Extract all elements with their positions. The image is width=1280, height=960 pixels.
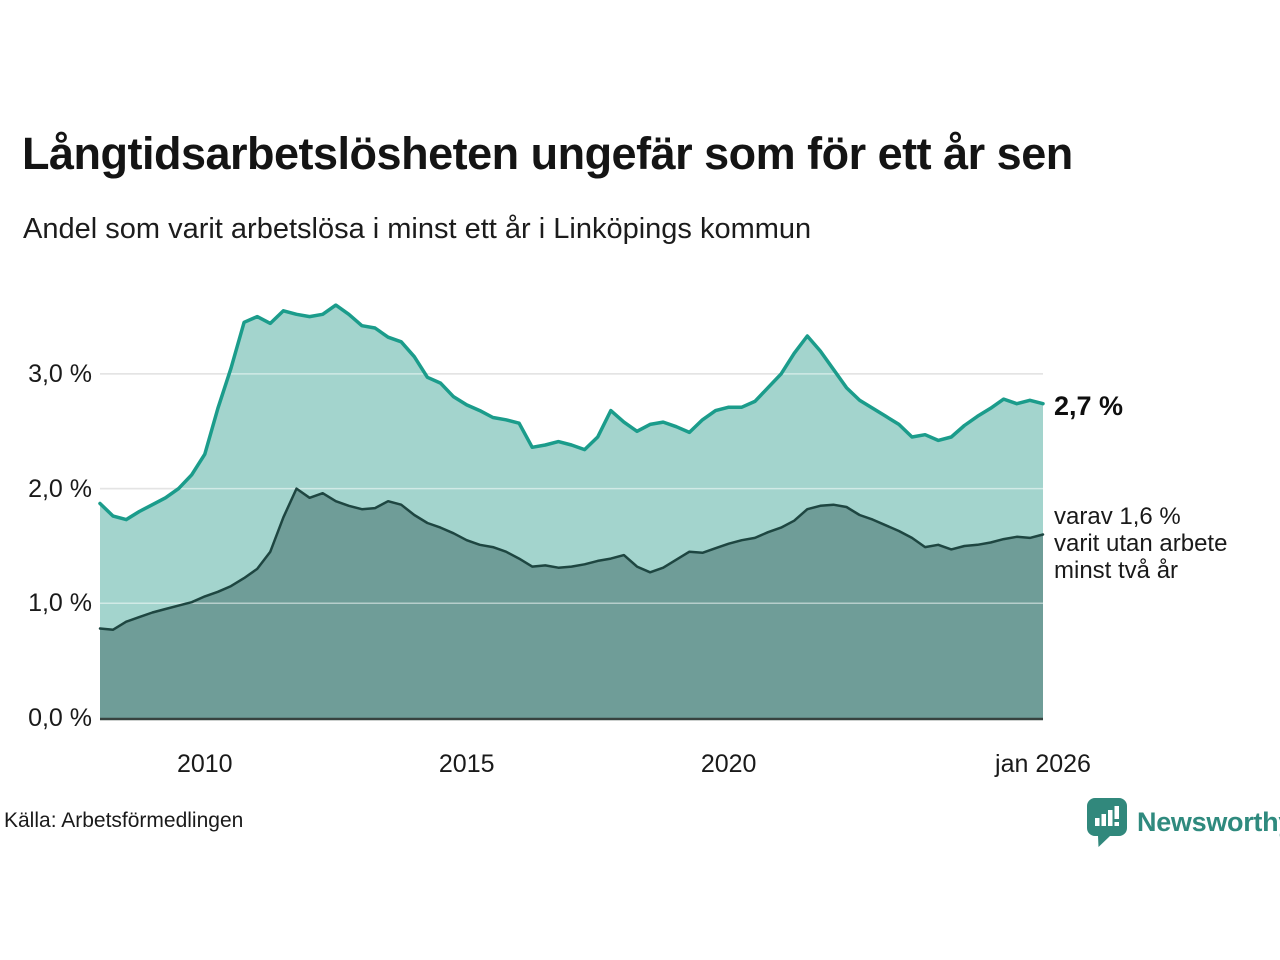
x-axis-tick-label: 2010 — [176, 750, 233, 778]
y-axis-tick-label: 2,0 % — [28, 474, 92, 503]
chart-subtitle: Andel som varit arbetslösa i minst ett å… — [23, 213, 812, 245]
end-label-detail-line: varit utan arbete — [1054, 530, 1228, 557]
x-axis-tick-label: 2015 — [438, 750, 495, 778]
end-label-detail-line: varav 1,6 % — [1054, 503, 1181, 530]
end-label-detail-line: minst två år — [1054, 557, 1179, 584]
y-axis-tick-label: 1,0 % — [28, 589, 92, 618]
end-label-detail: varav 1,6 % varit utan arbete minst två … — [1054, 503, 1227, 584]
y-axis-tick-label: 3,0 % — [28, 359, 92, 388]
end-label-total: 2,7 % — [1054, 391, 1124, 421]
newsworthy-logo-icon — [1087, 798, 1127, 847]
x-axis-tick-label: jan 2026 — [995, 750, 1091, 778]
brand-lockup: Newsworthy — [1086, 797, 1280, 847]
brand-name: Newsworthy — [1137, 806, 1280, 837]
y-axis-tick-label: 0,0 % — [28, 704, 92, 732]
source-note: Källa: Arbetsförmedlingen — [4, 809, 244, 832]
chart-title: Långtidsarbetslösheten ungefär som för e… — [22, 128, 1073, 179]
x-axis-tick-label: 2020 — [700, 750, 757, 778]
